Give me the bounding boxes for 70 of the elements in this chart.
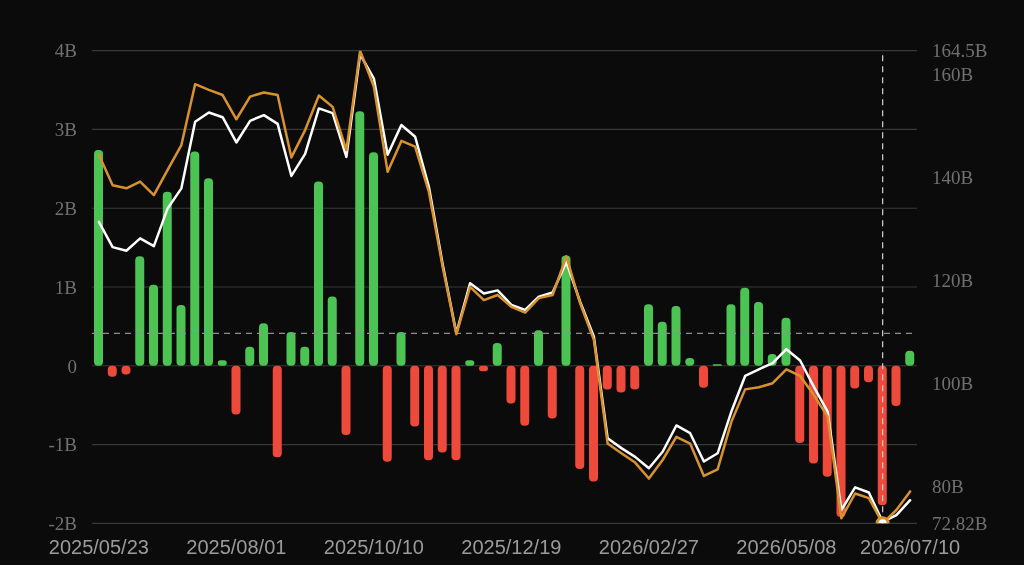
y-tick-label: 0 — [67, 355, 77, 377]
bar — [671, 305, 681, 366]
bar — [286, 331, 296, 366]
bar — [589, 365, 598, 482]
y2-tick-label: 72.82B — [932, 513, 988, 535]
bar — [327, 296, 337, 366]
y-tick-label: -2B — [48, 513, 77, 535]
bar — [217, 360, 227, 366]
bar — [864, 365, 873, 383]
bar — [190, 151, 200, 366]
bar — [492, 342, 502, 366]
bar — [465, 360, 475, 366]
x-tick-label: 2026/02/27 — [598, 535, 699, 558]
x-tick-label: 2026/07/10 — [860, 535, 961, 558]
bar — [630, 365, 640, 390]
bar — [176, 305, 186, 366]
x-tick-label: 2025/12/19 — [461, 535, 562, 558]
bar — [231, 365, 241, 415]
y-tick-label: 4B — [54, 40, 77, 62]
bar — [437, 365, 447, 453]
bar — [534, 330, 543, 366]
bar — [877, 365, 887, 506]
bar — [245, 346, 255, 366]
bar — [410, 365, 420, 427]
bar — [520, 365, 530, 426]
y2-tick-label: 80B — [932, 476, 964, 498]
x-tick-label: 2025/05/23 — [48, 535, 149, 558]
bar — [547, 365, 557, 419]
bar — [149, 284, 158, 366]
bar — [300, 346, 310, 366]
bar — [204, 178, 213, 366]
x-tick-label: 2025/08/01 — [186, 535, 287, 558]
x-tick-label: 2026/05/08 — [736, 535, 837, 558]
bar — [506, 365, 516, 404]
bar — [369, 152, 378, 366]
bar — [891, 365, 901, 406]
bar — [424, 365, 433, 461]
bar — [905, 350, 915, 366]
bar — [162, 191, 172, 366]
x-tick-label: 2025/10/10 — [323, 535, 424, 558]
bar — [616, 365, 626, 393]
bar — [726, 304, 736, 366]
y2-tick-label: 164.5B — [932, 40, 988, 62]
bar — [94, 149, 103, 366]
bar — [754, 301, 763, 366]
bar — [259, 323, 268, 366]
y2-tick-label: 160B — [932, 63, 974, 85]
bar — [657, 321, 667, 366]
bar — [602, 365, 612, 390]
bar — [795, 365, 805, 443]
bar — [314, 181, 323, 366]
y2-tick-label: 140B — [932, 166, 974, 188]
y-tick-label: 2B — [54, 197, 77, 219]
bar — [699, 365, 708, 388]
y-tick-label: -1B — [48, 434, 77, 456]
bar — [575, 365, 585, 469]
y-tick-label: 3B — [54, 119, 77, 141]
bar — [382, 365, 392, 462]
bar — [451, 365, 461, 461]
bar — [850, 365, 860, 389]
bar — [396, 331, 406, 366]
y2-tick-label: 120B — [932, 269, 974, 291]
bar — [272, 365, 282, 458]
y-tick-label: 1B — [54, 276, 77, 298]
y2-tick-label: 100B — [932, 372, 974, 394]
bar — [644, 304, 653, 366]
bar — [135, 256, 145, 366]
bar — [740, 287, 750, 366]
bar — [355, 111, 365, 366]
bar — [341, 365, 351, 436]
